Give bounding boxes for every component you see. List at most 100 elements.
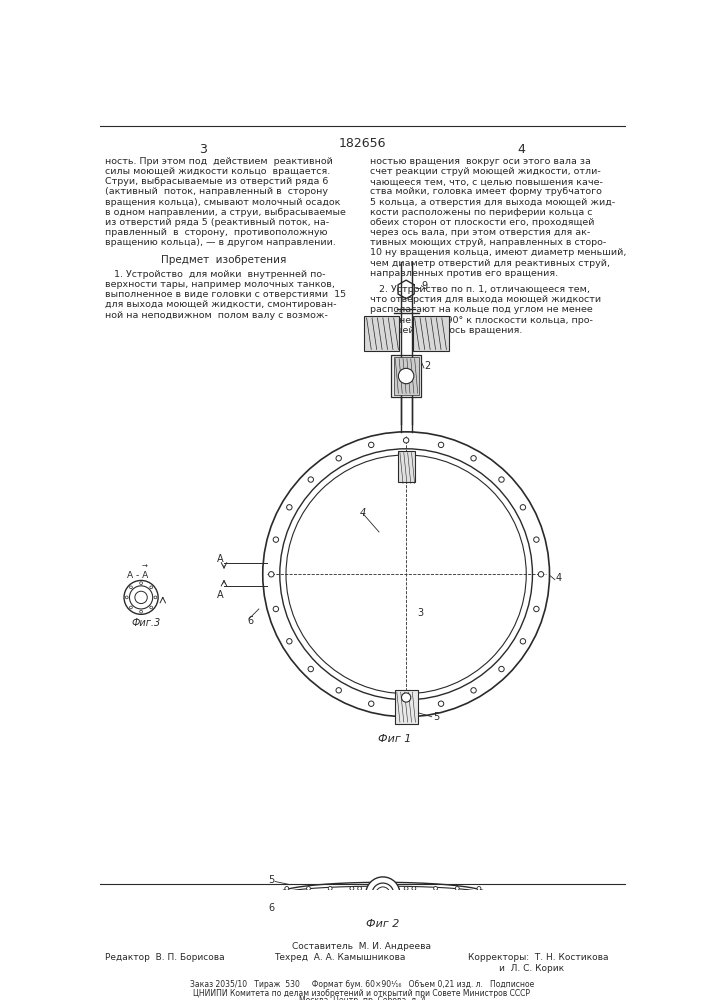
Circle shape — [140, 610, 143, 613]
Text: из отверстий ряда 5 (реактивный поток, на-: из отверстий ряда 5 (реактивный поток, н… — [105, 218, 329, 227]
Circle shape — [285, 887, 288, 890]
Circle shape — [350, 887, 354, 890]
Circle shape — [412, 897, 416, 901]
Circle shape — [433, 897, 438, 901]
Circle shape — [471, 456, 477, 461]
Text: Москва, Центр, пр. Серова, д. 4: Москва, Центр, пр. Серова, д. 4 — [298, 996, 426, 1000]
Circle shape — [286, 505, 292, 510]
Text: 10 ну вращения кольца, имеют диаметр меньший,: 10 ну вращения кольца, имеют диаметр мен… — [370, 248, 626, 257]
Text: Фиг 2: Фиг 2 — [366, 919, 399, 929]
Text: Редактор  В. П. Борисова: Редактор В. П. Борисова — [105, 953, 225, 962]
Text: 1: 1 — [423, 318, 429, 328]
Text: 5: 5 — [268, 875, 274, 885]
Text: счет реакции струй моющей жидкости, отли-: счет реакции струй моющей жидкости, отли… — [370, 167, 600, 176]
Text: располагают на кольце под углом не менее: располагают на кольце под углом не менее — [370, 305, 592, 314]
Text: что отверстия для выхода моющей жидкости: что отверстия для выхода моющей жидкости — [370, 295, 601, 304]
Circle shape — [269, 572, 274, 577]
Text: 3: 3 — [199, 143, 207, 156]
Circle shape — [538, 572, 544, 577]
Text: Фиг 1: Фиг 1 — [378, 734, 411, 744]
Circle shape — [404, 438, 409, 443]
Text: 2: 2 — [425, 361, 431, 371]
Text: выполненное в виде головки с отверстиями  15: выполненное в виде головки с отверстиями… — [105, 290, 346, 299]
Text: 5 кольца, а отверстия для выхода моющей жид-: 5 кольца, а отверстия для выхода моющей … — [370, 198, 615, 207]
Circle shape — [285, 897, 288, 901]
Text: правленный  в  сторону,  противоположную: правленный в сторону, противоположную — [105, 228, 328, 237]
Text: ностью вращения  вокруг оси этого вала за: ностью вращения вокруг оси этого вала за — [370, 157, 590, 166]
Circle shape — [404, 887, 408, 890]
Circle shape — [308, 477, 313, 482]
Text: ЦНИИПИ Комитета по делам изобретений и открытий при Совете Министров СССР: ЦНИИПИ Комитета по делам изобретений и о… — [194, 989, 530, 998]
Circle shape — [273, 606, 279, 612]
Circle shape — [129, 586, 132, 589]
Text: кости расположены по периферии кольца с: кости расположены по периферии кольца с — [370, 208, 592, 217]
Text: в одном направлении, а струи, выбрасываемые: в одном направлении, а струи, выбрасывае… — [105, 208, 346, 217]
Circle shape — [368, 701, 374, 706]
Bar — [395, 690, 418, 724]
Circle shape — [498, 477, 504, 482]
Text: ной на неподвижном  полом валу с возмож-: ной на неподвижном полом валу с возмож- — [105, 311, 328, 320]
Text: ходящей через ось вращения.: ходящей через ось вращения. — [370, 326, 522, 335]
Text: 2. Устройство по п. 1, отличающееся тем,: 2. Устройство по п. 1, отличающееся тем, — [370, 285, 590, 294]
Text: 4: 4 — [360, 508, 366, 518]
Circle shape — [140, 582, 143, 585]
Text: ность. При этом под  действием  реактивной: ность. При этом под действием реактивной — [105, 157, 333, 166]
Text: Предмет  изобретения: Предмет изобретения — [161, 255, 286, 265]
Circle shape — [150, 606, 153, 609]
Text: вращению кольца), — в другом направлении.: вращению кольца), — в другом направлении… — [105, 238, 337, 247]
Circle shape — [368, 442, 374, 448]
Text: А: А — [217, 590, 223, 600]
Circle shape — [273, 537, 279, 542]
Text: обеих сторон от плоскости его, проходящей: обеих сторон от плоскости его, проходяще… — [370, 218, 594, 227]
Circle shape — [366, 877, 400, 911]
Text: 8: 8 — [423, 340, 429, 350]
Circle shape — [477, 887, 481, 890]
Text: верхности тары, например молочных танков,: верхности тары, например молочных танков… — [105, 280, 335, 289]
Text: чем диаметр отверстий для реактивных струй,: чем диаметр отверстий для реактивных стр… — [370, 259, 609, 268]
Text: и  Л. С. Корик: и Л. С. Корик — [499, 964, 564, 973]
Text: Струи, выбрасываемые из отверстий ряда 6: Струи, выбрасываемые из отверстий ряда 6 — [105, 177, 329, 186]
Circle shape — [534, 537, 539, 542]
Text: направленных против его вращения.: направленных против его вращения. — [370, 269, 558, 278]
Circle shape — [286, 639, 292, 644]
Circle shape — [438, 701, 444, 706]
Circle shape — [534, 606, 539, 612]
Text: вращения кольца), смывают молочный осадок: вращения кольца), смывают молочный осадо… — [105, 198, 341, 207]
Text: 6: 6 — [247, 615, 253, 626]
Text: ства мойки, головка имеет форму трубчатого: ства мойки, головка имеет форму трубчато… — [370, 187, 602, 196]
Circle shape — [438, 442, 444, 448]
Bar — [394, 357, 419, 395]
Bar — [397, 451, 414, 482]
Circle shape — [477, 897, 481, 901]
Circle shape — [498, 666, 504, 672]
Circle shape — [520, 505, 525, 510]
Circle shape — [129, 606, 132, 609]
Text: через ось вала, при этом отверстия для ак-: через ось вала, при этом отверстия для а… — [370, 228, 590, 237]
Circle shape — [433, 887, 438, 890]
Bar — [363, 316, 399, 351]
Circle shape — [308, 666, 313, 672]
Text: 4: 4 — [556, 573, 562, 583]
Text: 6: 6 — [268, 903, 274, 913]
Circle shape — [307, 887, 310, 890]
Text: Фиг.3: Фиг.3 — [132, 618, 161, 628]
Circle shape — [328, 887, 332, 890]
Circle shape — [455, 887, 460, 890]
Text: 7: 7 — [423, 328, 429, 338]
Text: А: А — [217, 554, 223, 564]
Circle shape — [455, 897, 460, 901]
Circle shape — [307, 897, 310, 901]
Text: А - А: А - А — [127, 571, 148, 580]
Circle shape — [150, 586, 153, 589]
Circle shape — [358, 887, 361, 890]
Circle shape — [336, 456, 341, 461]
Circle shape — [404, 706, 409, 711]
Circle shape — [412, 887, 416, 890]
Text: 3: 3 — [418, 608, 424, 618]
Text: 182656: 182656 — [338, 137, 386, 150]
Circle shape — [328, 897, 332, 901]
Bar — [392, 355, 421, 397]
Text: 45° и не более 90° к плоскости кольца, про-: 45° и не более 90° к плоскости кольца, п… — [370, 316, 592, 325]
Circle shape — [402, 693, 411, 702]
Text: Корректоры:  Т. Н. Костикова: Корректоры: Т. Н. Костикова — [468, 953, 609, 962]
